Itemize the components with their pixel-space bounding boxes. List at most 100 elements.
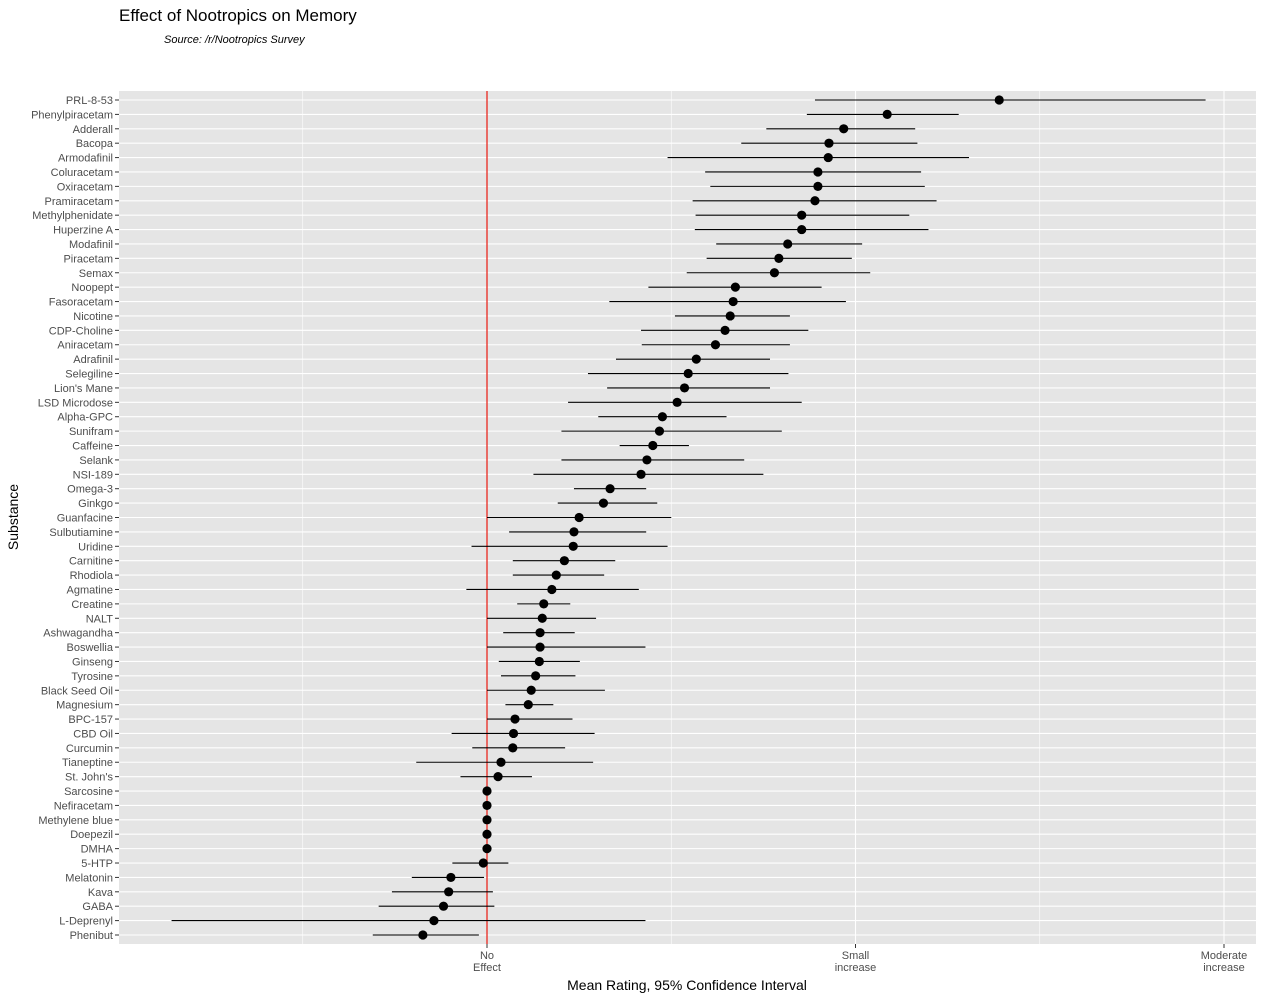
mean-point	[482, 815, 492, 825]
mean-point	[813, 167, 823, 177]
y-tick-label: NSI-189	[73, 469, 113, 481]
mean-point	[642, 455, 652, 465]
mean-point	[534, 656, 544, 667]
y-tick-label: 5-HTP	[81, 858, 113, 870]
y-tick-label: Ginkgo	[78, 498, 113, 510]
y-tick-label: Sulbutiamine	[49, 527, 113, 539]
mean-point	[648, 440, 658, 451]
mean-point	[418, 930, 428, 940]
mean-point	[730, 282, 740, 292]
y-tick-label: CBD Oil	[73, 728, 113, 740]
mean-point	[482, 800, 492, 811]
y-tick-label: Uridine	[78, 541, 113, 553]
y-tick-label: Fasoracetam	[49, 297, 113, 309]
y-axis-title: Substance	[5, 484, 21, 550]
x-tick-labels: No Effect Small increase Moderate increase	[473, 944, 1247, 974]
mean-point	[672, 397, 682, 407]
y-tick-label: Melatonin	[65, 872, 113, 884]
y-tick-label: Alpha-GPC	[57, 412, 113, 424]
chart-subtitle: Source: /r/Nootropics Survey	[164, 34, 306, 46]
y-tick-label: Lion's Mane	[54, 383, 113, 395]
mean-point	[691, 354, 701, 364]
y-tick-label: L-Deprenyl	[59, 916, 113, 928]
y-tick-label: Rhodiola	[70, 570, 114, 582]
mean-point	[574, 512, 584, 523]
y-tick-label: Carnitine	[69, 556, 113, 568]
mean-point	[510, 714, 520, 724]
y-tick-label: Agmatine	[67, 584, 113, 596]
y-tick-label: Ginseng	[72, 656, 113, 668]
mean-point	[531, 671, 541, 681]
mean-point	[537, 613, 547, 623]
y-tick-label: Caffeine	[72, 441, 113, 453]
y-tick-label: Methylene blue	[38, 815, 113, 827]
y-tick-label: Semax	[79, 268, 114, 280]
x-tick-label: Small increase	[835, 950, 877, 974]
mean-point	[508, 728, 519, 739]
mean-point	[810, 196, 820, 206]
y-tick-label: Piracetam	[63, 253, 113, 265]
y-tick-label: PRL-8-53	[66, 95, 113, 107]
mean-point	[728, 296, 738, 307]
y-tick-label: Phenylpiracetam	[31, 109, 113, 121]
y-tick-label: Sarcosine	[64, 786, 113, 798]
y-tick-label: Adrafinil	[73, 354, 113, 366]
mean-point	[496, 757, 506, 767]
mean-point	[493, 772, 503, 782]
mean-point	[526, 685, 536, 695]
mean-point	[482, 829, 492, 839]
mean-point	[482, 844, 492, 854]
mean-point	[783, 239, 793, 249]
y-tick-label: LSD Microdose	[38, 397, 113, 409]
mean-point	[559, 556, 569, 566]
mean-point	[605, 484, 615, 494]
mean-point	[882, 109, 892, 119]
y-tick-label: Selegiline	[65, 369, 113, 381]
y-tick-label: Guanfacine	[57, 513, 113, 525]
mean-point	[429, 916, 439, 926]
mean-point	[478, 858, 488, 868]
y-tick-label: CDP-Choline	[49, 325, 113, 337]
y-tick-label: Creatine	[71, 599, 113, 611]
mean-point	[446, 872, 456, 883]
data-marks	[171, 95, 1206, 940]
y-tick-label: Phenibut	[70, 930, 113, 942]
y-tick-label: Armodafinil	[58, 153, 113, 165]
mean-point	[444, 887, 454, 897]
mean-point	[551, 570, 561, 580]
y-tick-label: Tianeptine	[62, 757, 113, 769]
mean-point	[508, 743, 518, 753]
y-tick-label: Modafinil	[69, 239, 113, 251]
y-tick-label: Coluracetam	[51, 167, 113, 179]
mean-point	[769, 268, 780, 278]
mean-point	[774, 253, 784, 263]
y-tick-label: Bacopa	[76, 138, 114, 150]
y-tick-label: NALT	[86, 613, 114, 625]
mean-point	[569, 527, 579, 537]
mean-point	[523, 700, 533, 710]
mean-point	[547, 584, 557, 595]
y-tick-label: BPC-157	[68, 714, 113, 726]
y-tick-labels: PRL-8-53 Phenylpiracetam Adderall Bacopa Arm…	[31, 95, 119, 942]
y-tick-label: DMHA	[81, 844, 114, 856]
y-tick-label: Curcumin	[66, 743, 113, 755]
y-tick-label: Boswellia	[67, 642, 114, 654]
y-tick-label: Black Seed Oil	[41, 685, 113, 697]
y-tick-label: Magnesium	[56, 700, 113, 712]
y-tick-label: Sunifram	[69, 426, 113, 438]
mean-point	[813, 181, 823, 191]
mean-point	[824, 138, 834, 148]
mean-point	[568, 541, 578, 551]
y-tick-label: Methylphenidate	[32, 210, 113, 222]
mean-point	[679, 383, 690, 393]
mean-point	[797, 224, 807, 235]
y-tick-label: Oxiracetam	[57, 181, 113, 193]
mean-point	[994, 95, 1004, 105]
mean-point	[438, 901, 449, 911]
x-axis-title: Mean Rating, 95% Confidence Interval	[567, 977, 807, 993]
y-tick-label: Pramiracetam	[45, 196, 113, 208]
y-tick-label: Adderall	[73, 124, 113, 136]
y-tick-label: Ashwagandha	[43, 628, 114, 640]
mean-point	[535, 628, 545, 638]
